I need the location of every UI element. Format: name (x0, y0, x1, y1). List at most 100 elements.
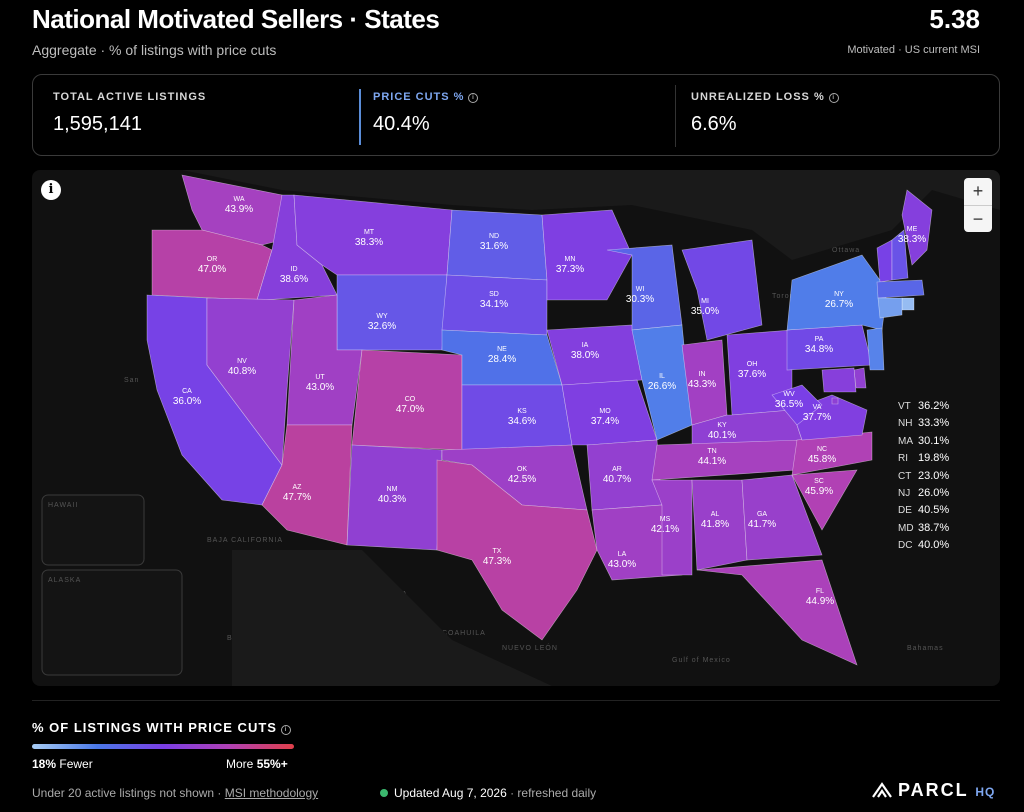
map-info-icon[interactable]: i (41, 180, 61, 200)
stat-unrealized-loss[interactable]: UNREALIZED LOSS % i 6.6% (675, 75, 1001, 155)
stat-label: UNREALIZED LOSS % i (691, 91, 839, 103)
state-abbr-label: AR (612, 466, 622, 473)
state-ms[interactable] (651, 479, 693, 576)
state-value-label: 26.7% (825, 299, 853, 310)
state-value-label: 38.6% (280, 274, 308, 285)
legend-title-text: % OF LISTINGS WITH PRICE CUTS (32, 720, 277, 735)
state-abbr-label: MN (565, 256, 576, 263)
state-value-label: 43.0% (608, 559, 636, 570)
map-canvas[interactable]: WinnipegONTARIOQuebecOttawaTorontoSanBAJ… (32, 170, 1000, 686)
info-icon[interactable]: i (468, 93, 479, 103)
state-value-label: 37.3% (556, 264, 584, 275)
state-mi[interactable] (681, 239, 763, 341)
state-value-label: 41.7% (748, 519, 776, 530)
legend-low: 18% Fewer (32, 757, 93, 771)
stat-value: 40.4% (373, 113, 430, 135)
state-abbr-label: OR (207, 256, 218, 263)
state-ri[interactable] (901, 297, 915, 311)
state-abbr-label: MT (364, 229, 375, 236)
state-value-label: 37.4% (591, 416, 619, 427)
state-md[interactable] (821, 367, 857, 393)
state-abbr-label: WI (636, 286, 645, 293)
small-state-abbr: DC (898, 540, 913, 552)
info-icon[interactable]: i (280, 725, 291, 735)
legend-high-value: 55%+ (256, 757, 288, 771)
state-abbr-label: MI (701, 298, 709, 305)
small-state-abbr: NJ (898, 488, 911, 500)
choropleth-map[interactable]: WinnipegONTARIOQuebecOttawaTorontoSanBAJ… (32, 170, 1000, 686)
stats-panel: TOTAL ACTIVE LISTINGS 1,595,141 PRICE CU… (32, 74, 1000, 156)
state-abbr-label: FL (816, 588, 824, 595)
state-fl[interactable] (696, 559, 858, 666)
state-value-label: 47.7% (283, 492, 311, 503)
updated-text: Updated Aug 7, 2026 (394, 786, 507, 800)
small-state-value: 40.5% (918, 504, 950, 517)
zoom-out-button[interactable]: − (972, 209, 984, 229)
info-icon[interactable]: i (828, 93, 839, 103)
state-wy[interactable] (336, 274, 448, 351)
state-il[interactable] (631, 324, 693, 441)
state-abbr-label: ND (489, 233, 499, 240)
state-value-label: 43.0% (306, 382, 334, 393)
status-dot-icon (380, 789, 388, 797)
state-ga[interactable] (741, 474, 823, 561)
state-value-label: 38.3% (355, 237, 383, 248)
state-ct[interactable] (877, 297, 903, 319)
state-nj[interactable] (866, 327, 885, 371)
updated-status: Updated Aug 7, 2026 · refreshed daily (380, 786, 596, 800)
state-dc[interactable] (831, 397, 839, 405)
small-state-row: NJ 26.0% (898, 485, 949, 502)
state-az[interactable] (261, 424, 353, 546)
state-nh[interactable] (891, 229, 909, 281)
state-me[interactable] (901, 189, 933, 266)
geo-label: Gulf of Mexico (672, 657, 731, 664)
state-abbr-label: AL (711, 511, 720, 518)
state-tx[interactable] (436, 459, 598, 641)
state-tn[interactable] (651, 439, 803, 481)
state-wv[interactable] (771, 384, 823, 426)
divider (675, 85, 676, 147)
state-abbr-label: ME (907, 226, 918, 233)
state-value-label: 34.8% (805, 344, 833, 355)
state-vt[interactable] (876, 239, 893, 283)
state-sc[interactable] (791, 469, 858, 531)
state-de[interactable] (853, 367, 867, 389)
stat-label-text: PRICE CUTS % (373, 91, 465, 103)
page-subtitle: Aggregate · % of listings with price cut… (32, 42, 277, 58)
state-abbr-label: IL (659, 373, 665, 380)
legend-high: More 55%+ (226, 757, 288, 771)
state-mn[interactable] (541, 209, 633, 301)
small-state-value: 33.3% (918, 417, 950, 430)
state-value-label: 44.9% (806, 596, 834, 607)
brand-suffix: HQ (975, 785, 996, 799)
state-abbr-label: IA (582, 342, 589, 349)
zoom-in-button[interactable]: + (964, 178, 992, 206)
state-nv[interactable] (206, 297, 295, 466)
methodology-link[interactable]: MSI methodology (224, 786, 319, 800)
stat-label-text: UNREALIZED LOSS % (691, 91, 825, 103)
small-state-value: 40.0% (918, 539, 950, 552)
geo-label: BAJA CALIFORNIA (207, 537, 283, 544)
geo-label: Toronto (772, 293, 802, 300)
state-layer[interactable] (56, 174, 933, 666)
zoom-control: + − (964, 178, 992, 232)
msi-value: 5.38 (929, 4, 980, 34)
state-abbr-label: IN (699, 371, 706, 378)
canada-land (152, 170, 1000, 260)
small-state-value: 30.1% (918, 434, 950, 447)
brand-logo[interactable]: PARCL HQ (872, 780, 995, 801)
state-abbr-label: NC (817, 446, 827, 453)
label-layer: WA43.9%OR47.0%CA36.0%ID38.6%NV40.8%MT38.… (79, 196, 926, 625)
legend-low-label: Fewer (59, 757, 93, 771)
state-value-label: 34.6% (508, 416, 536, 427)
state-abbr-label: VA (813, 404, 822, 411)
state-ma[interactable] (876, 279, 925, 299)
state-la[interactable] (591, 504, 683, 581)
stat-price-cuts[interactable]: PRICE CUTS % i 40.4% (359, 75, 675, 155)
small-state-value: 38.7% (918, 521, 950, 534)
state-value-label: 35.0% (691, 306, 719, 317)
state-value-label: 36.0% (173, 396, 201, 407)
state-value-label: 40.3% (378, 494, 406, 505)
small-state-row: CT 23.0% (898, 468, 949, 485)
stat-label: TOTAL ACTIVE LISTINGS (53, 91, 207, 103)
